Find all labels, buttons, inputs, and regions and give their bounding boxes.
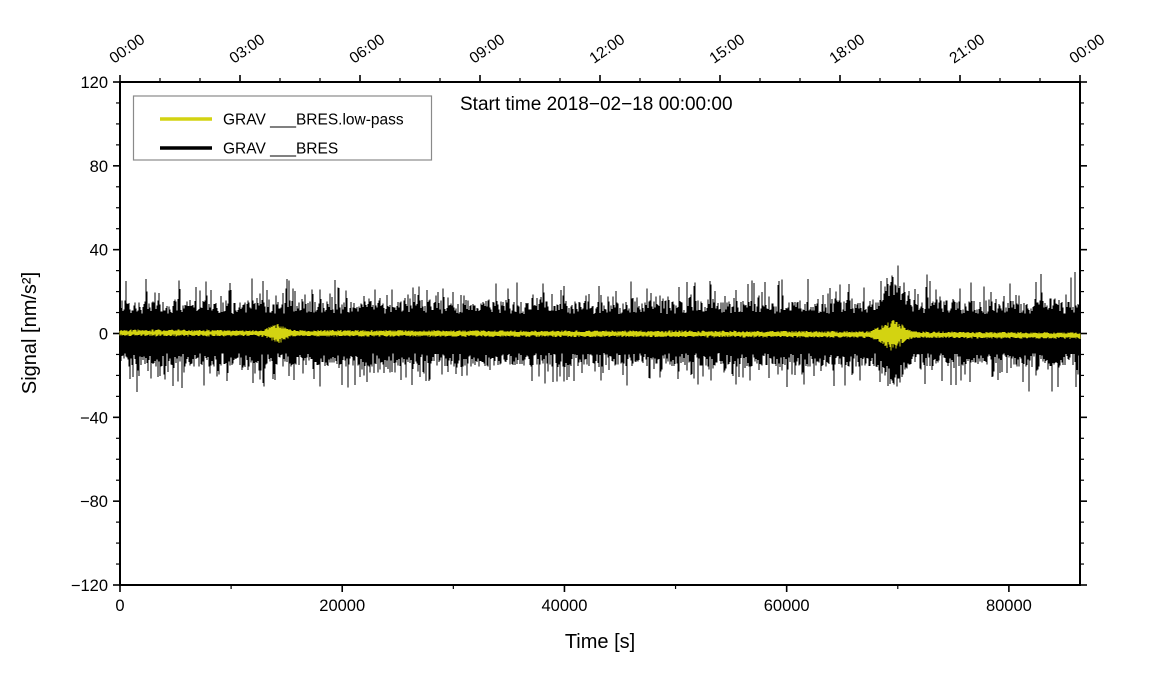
x-top-tick-label: 21:00	[947, 31, 989, 67]
legend-label-lowpass: GRAV ___BRES.low-pass	[223, 112, 404, 129]
x-top-tick-label: 00:00	[1067, 31, 1109, 67]
x-tick-label: 0	[115, 597, 124, 615]
x-axis-title: Time [s]	[565, 631, 635, 653]
y-axis-left: −120 −80 −40 0 40 80 120	[71, 74, 120, 595]
x-axis-bottom: 0 20000 40000 60000 80000	[115, 585, 1032, 615]
y-tick-label: 40	[90, 242, 108, 260]
x-top-tick-label: 06:00	[347, 31, 389, 67]
y-tick-label: −120	[71, 577, 108, 595]
legend: GRAV ___BRES.low-pass GRAV ___BRES	[132, 95, 433, 161]
x-top-tick-label: 00:00	[107, 31, 149, 67]
start-time-annotation: Start time 2018−02−18 00:00:00	[460, 94, 733, 115]
y-tick-label: 0	[99, 326, 108, 344]
x-top-tick-label: 09:00	[467, 31, 509, 67]
trace-layer	[119, 265, 1081, 393]
x-top-tick-label: 03:00	[227, 31, 269, 67]
x-tick-label: 80000	[986, 597, 1032, 615]
x-top-tick-label: 12:00	[587, 31, 629, 67]
x-top-tick-label: 18:00	[827, 31, 869, 67]
x-tick-label: 20000	[319, 597, 365, 615]
y-tick-label: 80	[90, 158, 108, 176]
legend-label-raw: GRAV ___BRES	[223, 141, 338, 158]
x-tick-label: 40000	[541, 597, 587, 615]
x-axis-top: 00:00 03:00 06:00 09:00 12:00 15:00 18:00 21:00…	[107, 31, 1109, 82]
y-tick-label: −40	[80, 409, 108, 427]
y-tick-label: 120	[80, 74, 108, 92]
y-tick-label: −80	[80, 493, 108, 511]
series-raw-trace	[119, 265, 1081, 393]
x-tick-label: 60000	[764, 597, 810, 615]
y-axis-title: Signal [nm/s²]	[19, 272, 41, 394]
series-lowpass-trace	[119, 320, 1081, 351]
x-top-tick-label: 15:00	[707, 31, 749, 67]
y-axis-right	[1080, 81, 1087, 586]
